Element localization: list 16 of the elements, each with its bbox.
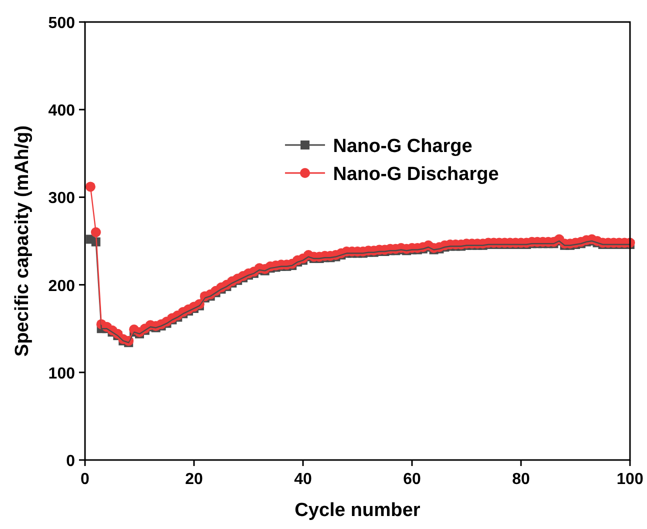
y-tick-label: 500 xyxy=(48,15,76,32)
x-tick-label: 40 xyxy=(294,471,312,488)
y-tick-label: 0 xyxy=(66,453,76,470)
y-tick-label: 300 xyxy=(48,190,76,208)
x-tick-label: 60 xyxy=(403,471,421,488)
x-tick-label: 80 xyxy=(512,471,530,488)
legend-label: Nano-G Charge xyxy=(333,136,472,157)
y-axis-title: Specific capacity (mAh/g) xyxy=(12,125,33,357)
legend-label: Nano-G Discharge xyxy=(333,164,499,185)
y-tick-label: 400 xyxy=(48,102,76,120)
y-tick-label: 200 xyxy=(48,278,76,295)
x-tick-label: 0 xyxy=(80,471,90,488)
x-tick-label: 100 xyxy=(616,471,644,488)
y-tick-label: 100 xyxy=(48,365,76,382)
x-axis-title: Cycle number xyxy=(294,500,421,521)
x-tick-label: 20 xyxy=(185,471,203,488)
